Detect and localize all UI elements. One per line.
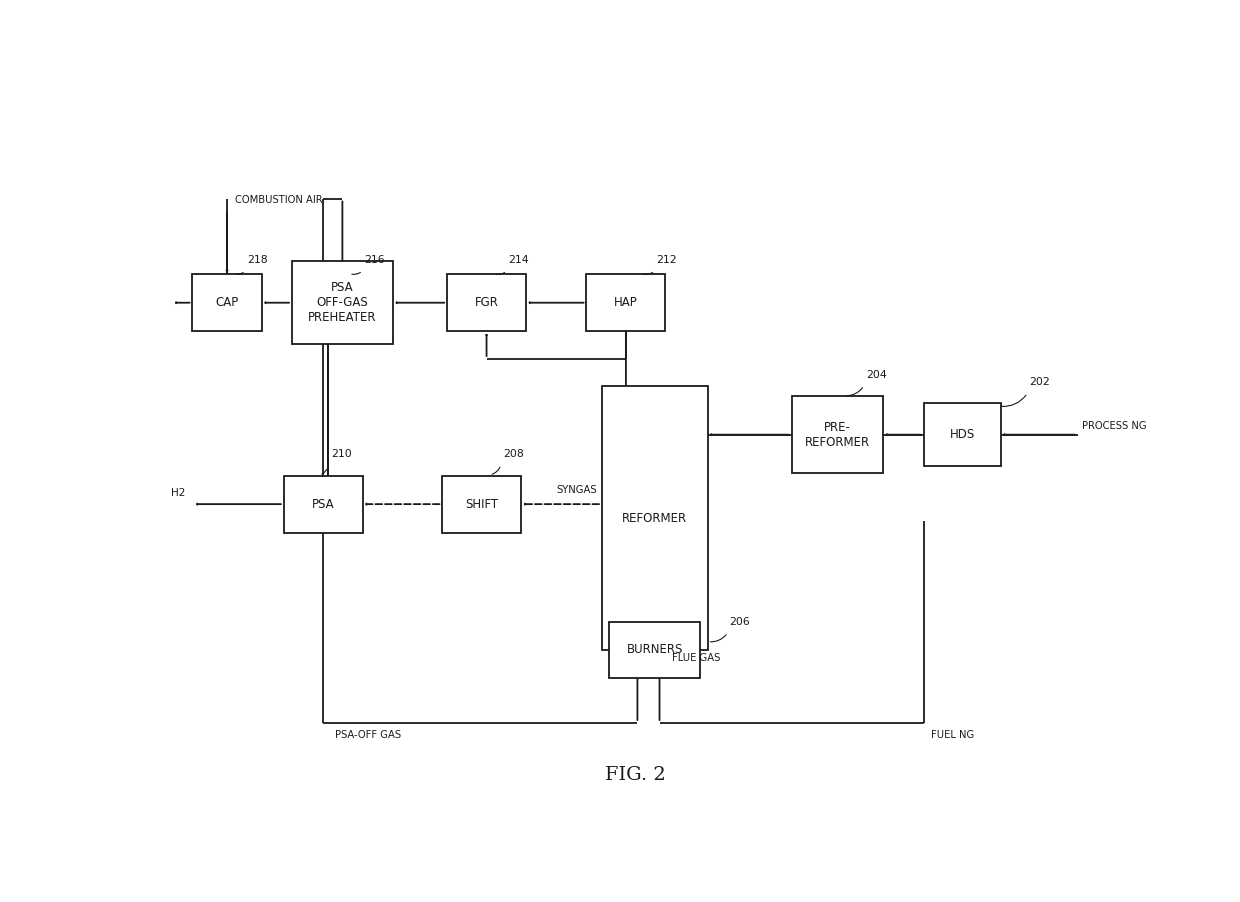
Text: REFORMER: REFORMER [622,511,687,525]
Text: 216: 216 [365,255,386,265]
Text: 210: 210 [331,449,352,459]
Text: 206: 206 [729,617,750,627]
Text: PSA: PSA [312,498,335,511]
Text: 202: 202 [1029,377,1050,388]
Text: CAP: CAP [216,296,238,309]
Text: 212: 212 [657,255,677,265]
Bar [443,475,521,532]
Text: COMBUSTION AIR: COMBUSTION AIR [234,195,322,205]
Bar [601,386,708,650]
Text: H2: H2 [171,488,186,498]
Text: FLUE GAS: FLUE GAS [672,653,720,663]
Bar [284,475,362,532]
Text: SHIFT: SHIFT [465,498,498,511]
Text: 218: 218 [247,255,268,265]
Bar [448,274,526,331]
Bar [587,274,666,331]
Text: PSA
OFF-GAS
PREHEATER: PSA OFF-GAS PREHEATER [309,281,377,324]
Bar [924,403,1001,466]
Text: FUEL NG: FUEL NG [931,731,975,741]
Text: 204: 204 [866,370,887,380]
Text: FGR: FGR [475,296,498,309]
Text: PSA-OFF GAS: PSA-OFF GAS [335,731,401,741]
Bar [791,397,883,473]
Text: 214: 214 [508,255,529,265]
Bar [291,261,393,345]
Bar [192,274,262,331]
Text: FIG. 2: FIG. 2 [605,766,666,784]
Text: HAP: HAP [614,296,637,309]
Text: PRE-
REFORMER: PRE- REFORMER [805,420,870,448]
Text: PROCESS NG: PROCESS NG [1083,420,1147,430]
Bar [609,622,701,677]
Text: HDS: HDS [950,428,975,441]
Text: 208: 208 [503,449,523,459]
Text: SYNGAS: SYNGAS [557,485,596,495]
Text: BURNERS: BURNERS [626,643,683,657]
